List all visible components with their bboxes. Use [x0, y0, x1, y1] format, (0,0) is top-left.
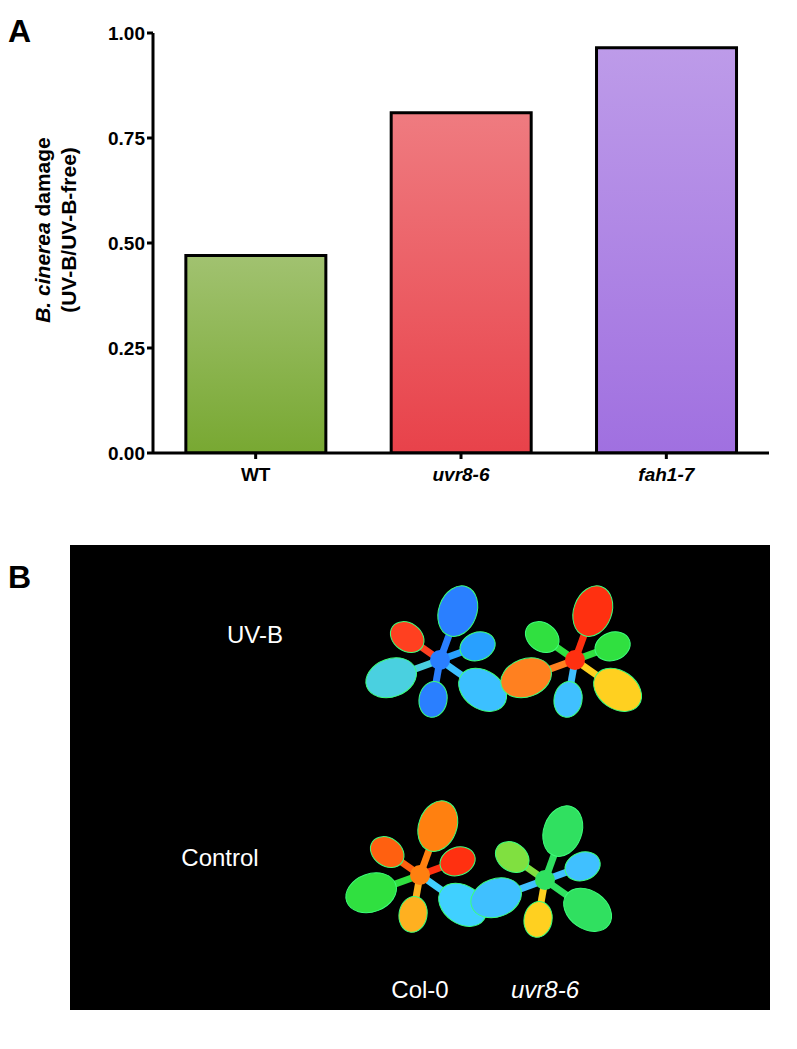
svg-text:WT: WT — [241, 464, 271, 485]
svg-text:0.25: 0.25 — [108, 338, 145, 359]
svg-text:1.00: 1.00 — [108, 23, 145, 44]
svg-text:Control: Control — [181, 844, 258, 871]
svg-text:A: A — [8, 13, 31, 49]
svg-text:Col-0: Col-0 — [391, 976, 448, 1003]
svg-text:0.50: 0.50 — [108, 233, 145, 254]
svg-text:(UV-B/UV-B-free): (UV-B/UV-B-free) — [57, 147, 80, 313]
svg-text:B. cinerea damage: B. cinerea damage — [31, 137, 54, 323]
svg-text:B: B — [8, 559, 31, 595]
svg-text:uvr8-6: uvr8-6 — [432, 464, 489, 485]
svg-text:uvr8-6: uvr8-6 — [511, 976, 580, 1003]
svg-text:fah1-7: fah1-7 — [638, 464, 695, 485]
svg-text:0.75: 0.75 — [108, 128, 145, 149]
svg-text:UV-B: UV-B — [227, 621, 283, 648]
svg-text:0.00: 0.00 — [108, 443, 145, 464]
